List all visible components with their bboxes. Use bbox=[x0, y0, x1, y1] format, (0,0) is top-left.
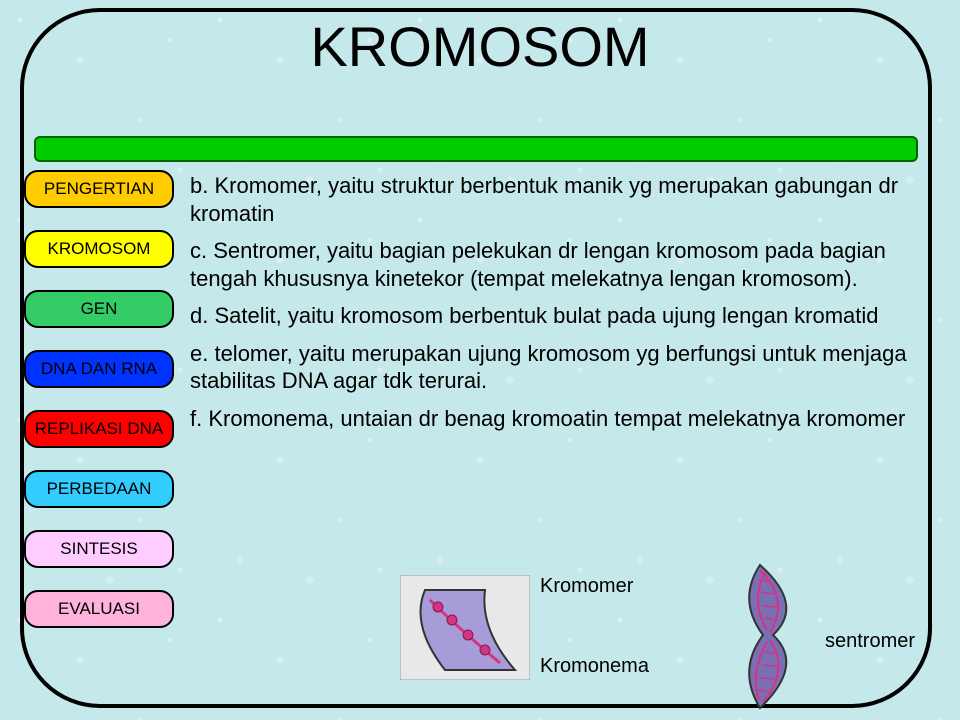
nav-dna-dan-rna[interactable]: DNA DAN RNA bbox=[24, 350, 174, 388]
diagram2-label: sentromer bbox=[825, 630, 915, 653]
nav-gen[interactable]: GEN bbox=[24, 290, 174, 328]
diagram1-icon bbox=[400, 575, 530, 680]
diagram1-label-bottom: Kromonema bbox=[540, 655, 649, 678]
paragraph-e: e. telomer, yaitu merupakan ujung kromos… bbox=[190, 340, 915, 395]
paragraph-d: d. Satelit, yaitu kromosom berbentuk bul… bbox=[190, 302, 915, 330]
page-title: KROMOSOM bbox=[0, 14, 960, 79]
nav-pengertian[interactable]: PENGERTIAN bbox=[24, 170, 174, 208]
diagram-area: Kromomer Kromonema sentromer bbox=[320, 575, 940, 715]
separator-bar bbox=[34, 136, 918, 162]
diagram2-icon bbox=[725, 560, 825, 710]
nav-sidebar: PENGERTIAN KROMOSOM GEN DNA DAN RNA REPL… bbox=[24, 170, 174, 628]
content-area: b. Kromomer, yaitu struktur berbentuk ma… bbox=[190, 172, 915, 442]
nav-sintesis[interactable]: SINTESIS bbox=[24, 530, 174, 568]
nav-replikasi-dna[interactable]: REPLIKASI DNA bbox=[24, 410, 174, 448]
diagram1-label-top: Kromomer bbox=[540, 575, 633, 598]
nav-perbedaan[interactable]: PERBEDAAN bbox=[24, 470, 174, 508]
paragraph-b: b. Kromomer, yaitu struktur berbentuk ma… bbox=[190, 172, 915, 227]
paragraph-c: c. Sentromer, yaitu bagian pelekukan dr … bbox=[190, 237, 915, 292]
nav-kromosom[interactable]: KROMOSOM bbox=[24, 230, 174, 268]
nav-evaluasi[interactable]: EVALUASI bbox=[24, 590, 174, 628]
paragraph-f: f. Kromonema, untaian dr benag kromoatin… bbox=[190, 405, 915, 433]
